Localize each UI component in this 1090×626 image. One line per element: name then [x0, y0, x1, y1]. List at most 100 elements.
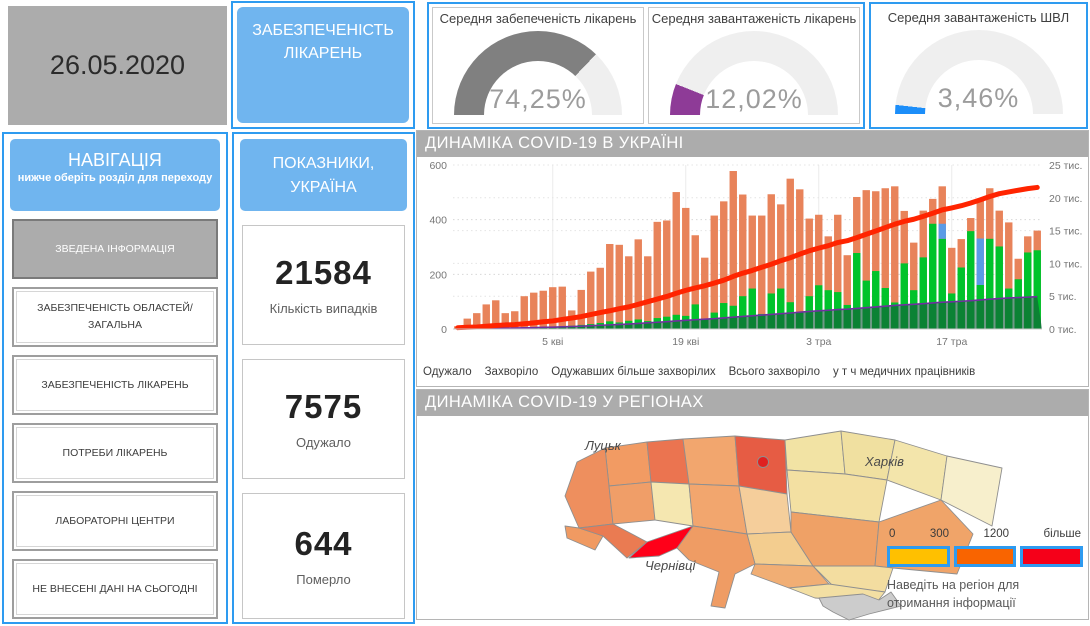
gauge-arc: 12,02%	[670, 31, 838, 116]
gauge-group-hospitals: Середня забепеченість лікарень 74,25% Се…	[427, 2, 865, 129]
gauge-title: Середня завантаженість лікарень	[651, 11, 857, 26]
region-kharkiv[interactable]	[886, 439, 948, 501]
region-ternopil[interactable]	[608, 481, 656, 525]
city-label-Чернівці: Чернівці	[645, 558, 696, 573]
covid-dynamics-chart[interactable]: 0 200 400 600 0 тис. 5 тис. 10 тис. 15 тис. 20 т…	[417, 157, 1088, 359]
gauge-title: Середня завантаженість ШВЛ	[887, 10, 1070, 25]
gauge-title: Середня забепеченість лікарень	[439, 11, 637, 26]
nav-item-label: ПОТРЕБИ ЛІКАРЕНЬ	[62, 446, 168, 459]
map-legend-tick: 300	[929, 528, 950, 540]
svg-text:0 тис.: 0 тис.	[1049, 324, 1077, 336]
region-lviv[interactable]	[564, 447, 614, 529]
region-khmelnytskyi[interactable]	[650, 481, 694, 527]
gauge-arc: 74,25%	[454, 31, 622, 116]
kpi-label: Померло	[296, 572, 351, 587]
map-hover-note: Наведіть на регіон для отримання інформа…	[887, 578, 1020, 610]
region-chernihiv[interactable]	[784, 430, 846, 475]
chart-panel-title: ДИНАМІКА COVID-19 В УКРАЇНІ	[417, 131, 1088, 157]
kpi-card: 644 Померло	[242, 493, 405, 619]
nav-item-label: ЗАБЕЗПЕЧЕНІСТЬ ОБЛАСТЕЙ/ ЗАГАЛЬНА	[37, 302, 193, 331]
city-label-Харків: Харків	[865, 454, 904, 469]
map-area: Луцьк Харків Чернівці 0 300 1200 більше Навед…	[417, 416, 1088, 621]
svg-text:3 тра: 3 тра	[806, 336, 831, 348]
gauge-card: Середня завантаженість лікарень 12,02%	[648, 7, 860, 124]
kpi-card: 7575 Одужало	[242, 359, 405, 479]
map-legend-swatches	[887, 546, 1084, 567]
map-legend-tick: 0	[889, 528, 896, 540]
ukraine-choropleth-map[interactable]	[417, 416, 1088, 621]
region-cherkasy[interactable]	[738, 485, 792, 535]
chart-legend-item: Одужало	[423, 366, 472, 378]
map-legend-ticks: 0 300 1200 більше	[887, 528, 1083, 546]
nav-item[interactable]: ЗВЕДЕНА ІНФОРМАЦІЯ	[12, 219, 218, 279]
nav-item[interactable]: НЕ ВНЕСЕНІ ДАНІ НА СЬОГОДНІ	[12, 559, 218, 619]
nav-item-label: НЕ ВНЕСЕНІ ДАНІ НА СЬОГОДНІ	[32, 582, 198, 595]
map-legend-swatch	[887, 546, 950, 567]
gauge-value: 3,46%	[937, 83, 1020, 114]
map-legend-tick: 1200	[983, 528, 1010, 540]
svg-text:10 тис.: 10 тис.	[1049, 258, 1082, 270]
region-luhansk[interactable]	[940, 455, 1003, 527]
region-crimea[interactable]	[818, 591, 902, 621]
chart-legend-item: у т ч медичних працівників	[832, 366, 976, 378]
svg-text:15 тис.: 15 тис.	[1049, 226, 1082, 238]
kpi-label: Кількість випадків	[269, 301, 378, 316]
map-legend-tick: більше	[1043, 528, 1081, 540]
nav-item-label: ЗАБЕЗПЕЧЕНІСТЬ ЛІКАРЕНЬ	[41, 378, 189, 391]
kpi-label: Одужало	[296, 435, 351, 450]
report-date: 26.05.2020	[49, 50, 186, 80]
region-poltava[interactable]	[786, 469, 888, 523]
navigation-header: НАВІГАЦІЯ нижче оберіть розділ для перех…	[10, 139, 220, 211]
covid-regions-map-panel: ДИНАМІКА COVID-19 У РЕГІОНАХ	[416, 389, 1089, 621]
region-zakarpattia[interactable]	[564, 525, 604, 551]
svg-text:5 кві: 5 кві	[542, 336, 563, 348]
region-kyiv-city[interactable]	[757, 456, 769, 468]
svg-text:600: 600	[429, 160, 447, 172]
gauge-value: 74,25%	[489, 84, 587, 115]
svg-text:17 тра: 17 тра	[936, 336, 967, 348]
map-legend-swatch	[1020, 546, 1084, 567]
navigation-title: НАВІГАЦІЯ	[68, 150, 162, 170]
map-panel-title: ДИНАМІКА COVID-19 У РЕГІОНАХ	[417, 390, 1088, 416]
region-ivano-frankivsk[interactable]	[578, 523, 648, 559]
chart-legend-item: Захворіло	[484, 366, 539, 378]
covid-dynamics-chart-panel: ДИНАМІКА COVID-19 В УКРАЇНІ 0 200 400 600 0 …	[416, 130, 1089, 387]
indicators-panel: ПОКАЗНИКИ, УКРАЇНА 21584 Кількість випад…	[232, 132, 415, 624]
nav-item-label: ЛАБОРАТОРНІ ЦЕНТРИ	[55, 514, 175, 527]
svg-text:400: 400	[429, 215, 447, 227]
nav-item-label: ЗВЕДЕНА ІНФОРМАЦІЯ	[55, 242, 175, 255]
indicators-header: ПОКАЗНИКИ, УКРАЇНА	[240, 139, 407, 211]
gauge-group-shvl: Середня завантаженість ШВЛ 3,46%	[869, 2, 1088, 129]
nav-item[interactable]: ЗАБЕЗПЕЧЕНІСТЬ ОБЛАСТЕЙ/ ЗАГАЛЬНА	[12, 287, 218, 347]
nav-item[interactable]: ПОТРЕБИ ЛІКАРЕНЬ	[12, 423, 218, 483]
chart-legend: Одужало Захворіло Одужавших більше захво…	[417, 364, 1088, 378]
nav-item[interactable]: ЗАБЕЗПЕЧЕНІСТЬ ЛІКАРЕНЬ	[12, 355, 218, 415]
map-legend: 0 300 1200 більше Наведіть на регіон для от…	[887, 528, 1084, 612]
region-chernivtsi[interactable]	[628, 525, 694, 559]
nav-item[interactable]: ЛАБОРАТОРНІ ЦЕНТРИ	[12, 491, 218, 551]
kpi-card: 21584 Кількість випадків	[242, 225, 405, 345]
navigation-panel: НАВІГАЦІЯ нижче оберіть розділ для перех…	[2, 132, 228, 624]
report-date-card: 26.05.2020	[8, 6, 227, 125]
kpi-value: 7575	[284, 388, 363, 425]
svg-text:0: 0	[441, 324, 447, 336]
region-zhytomyr[interactable]	[682, 435, 740, 487]
map-legend-swatch	[953, 546, 1017, 567]
gauge-card: Середня завантаженість ШВЛ 3,46%	[874, 7, 1083, 124]
svg-text:5 тис.: 5 тис.	[1049, 291, 1077, 303]
kpi-value: 644	[294, 525, 353, 562]
region-rivne[interactable]	[646, 438, 690, 485]
section-header-box: ЗАБЕЗПЕЧЕНІСТЬ ЛІКАРЕНЬ	[231, 1, 415, 129]
chart-legend-item: Всього захворіло	[728, 366, 820, 378]
gauge-arc: 3,46%	[894, 30, 1063, 115]
region-odesa[interactable]	[676, 525, 756, 609]
svg-text:200: 200	[429, 269, 447, 281]
kpi-value: 21584	[275, 254, 372, 291]
chart-legend-item: Одужавших більше захворілих	[551, 366, 716, 378]
svg-text:19 кві: 19 кві	[672, 336, 699, 348]
city-label-Луцьк: Луцьк	[585, 438, 621, 453]
navigation-subtitle: нижче оберіть розділ для переходу	[17, 172, 213, 185]
svg-text:20 тис.: 20 тис.	[1049, 193, 1082, 205]
svg-text:25 тис.: 25 тис.	[1049, 160, 1082, 172]
gauge-card: Середня забепеченість лікарень 74,25%	[432, 7, 644, 124]
